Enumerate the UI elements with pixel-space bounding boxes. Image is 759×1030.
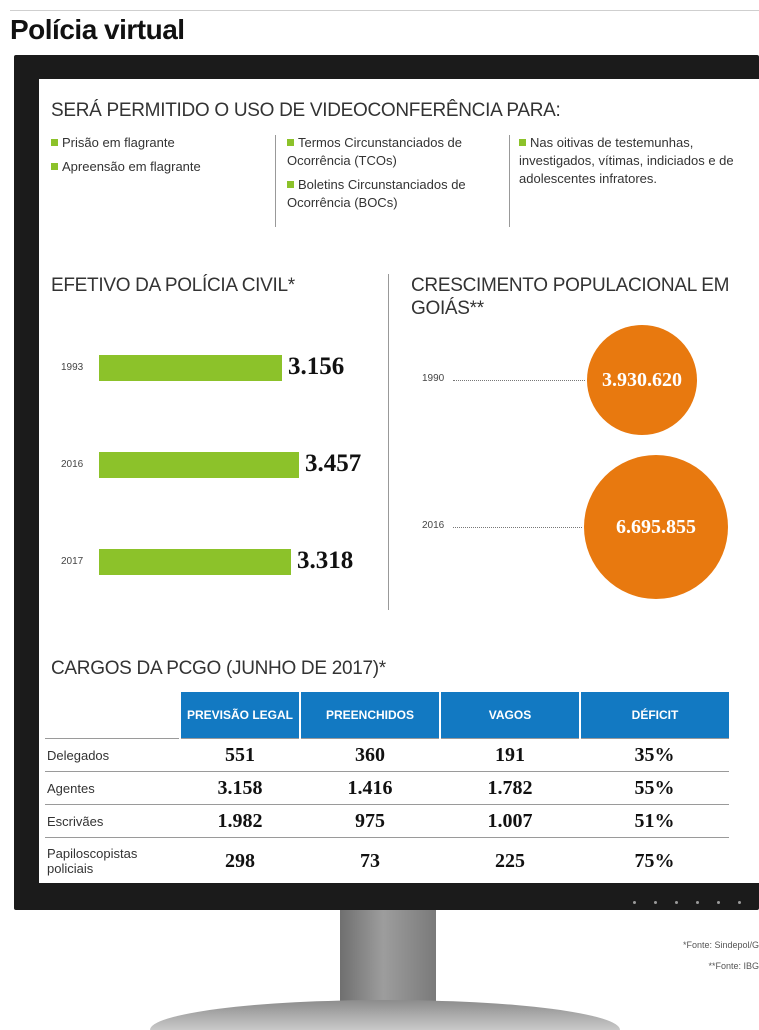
bullet-col1-1: Apreensão em flagrante — [51, 158, 261, 176]
cell-vagos: 1.007 — [440, 804, 580, 838]
cell-vagos: 191 — [440, 738, 580, 772]
table-row: Escrivães 1.982 975 1.007 51% — [45, 804, 729, 838]
cell-deficit: 55% — [580, 771, 729, 805]
efetivo-bar — [99, 549, 291, 575]
col-header-previsao: PREVISÃO LEGAL — [179, 692, 300, 739]
population-year-label: 2016 — [422, 520, 445, 531]
column-divider — [509, 135, 510, 227]
section-divider — [388, 274, 389, 610]
table-row: Papiloscopistas policiais 298 73 225 75% — [45, 837, 729, 883]
table-header-row: PREVISÃO LEGAL PREENCHIDOS VAGOS DÉFICIT — [45, 692, 729, 739]
bullet-col1-0: Prisão em flagrante — [51, 134, 261, 152]
table-header-blank — [45, 692, 180, 739]
top-rule — [10, 10, 759, 11]
cell-vagos: 1.782 — [440, 771, 580, 805]
cell-vagos: 225 — [440, 837, 580, 883]
cell-preenchidos: 975 — [300, 804, 440, 838]
population-circle: 3.930.620 — [587, 325, 697, 435]
population-value-label: 3.930.620 — [602, 368, 682, 391]
population-circle: 6.695.855 — [584, 455, 728, 599]
table-row: Delegados 551 360 191 35% — [45, 738, 729, 772]
cell-preenchidos: 1.416 — [300, 771, 440, 805]
column-divider — [275, 135, 276, 227]
cargos-table: PREVISÃO LEGAL PREENCHIDOS VAGOS DÉFICIT… — [45, 692, 729, 883]
efetivo-bar — [99, 355, 282, 381]
monitor-buttons — [633, 901, 741, 904]
efetivo-bar — [99, 452, 299, 478]
monitor-button-icon — [654, 901, 657, 904]
bar-value-label: 3.457 — [305, 450, 362, 477]
cell-preenchidos: 73 — [300, 837, 440, 883]
monitor-stand-base — [150, 1000, 620, 1030]
dotted-leader-line — [453, 527, 582, 528]
monitor-frame: SERÁ PERMITIDO O USO DE VIDEOCONFERÊNCIA… — [14, 55, 759, 910]
monitor-button-icon — [696, 901, 699, 904]
green-square-icon — [51, 139, 58, 146]
bar-year-label: 2016 — [61, 459, 84, 470]
bullet-col3-0: Nas oitivas de testemunhas, investigados… — [519, 135, 734, 186]
monitor-button-icon — [738, 901, 741, 904]
population-year-label: 1990 — [422, 373, 445, 384]
monitor-button-icon — [633, 901, 636, 904]
cell-previsao: 551 — [180, 738, 300, 772]
bar-value-label: 3.318 — [297, 547, 354, 574]
green-square-icon — [287, 181, 294, 188]
row-label: Delegados — [45, 738, 180, 772]
bar-year-label: 2017 — [61, 556, 84, 567]
page-title: Polícia virtual — [10, 14, 185, 45]
bullet-col2-0: Termos Circunstanciados de Ocorrência (T… — [287, 135, 463, 168]
monitor-button-icon — [717, 901, 720, 904]
col-header-preenchidos: PREENCHIDOS — [299, 692, 440, 739]
dotted-leader-line — [453, 380, 585, 381]
cargos-title: CARGOS DA PCGO (JUNHO DE 2017)* — [51, 658, 386, 679]
population-value-label: 6.695.855 — [616, 515, 696, 538]
row-label: Escrivães — [45, 804, 180, 838]
green-square-icon — [519, 139, 526, 146]
cell-deficit: 75% — [580, 837, 729, 883]
cell-previsao: 1.982 — [180, 804, 300, 838]
row-label: Agentes — [45, 771, 180, 805]
green-square-icon — [287, 139, 294, 146]
crescimento-title: CRESCIMENTO POPULACIONAL EM GOIÁS** — [411, 275, 730, 319]
bar-value-label: 3.156 — [288, 353, 345, 380]
footnote-2: **Fonte: IBG — [708, 961, 759, 971]
cell-previsao: 298 — [180, 837, 300, 883]
video-section-title: SERÁ PERMITIDO O USO DE VIDEOCONFERÊNCIA… — [51, 100, 561, 121]
efetivo-title: EFETIVO DA POLÍCIA CIVIL* — [51, 275, 295, 296]
cell-deficit: 51% — [580, 804, 729, 838]
row-label: Papiloscopistas policiais — [45, 837, 180, 883]
cell-deficit: 35% — [580, 738, 729, 772]
monitor-stand-neck — [340, 910, 436, 1002]
green-square-icon — [51, 163, 58, 170]
cell-previsao: 3.158 — [180, 771, 300, 805]
cell-preenchidos: 360 — [300, 738, 440, 772]
monitor-screen: SERÁ PERMITIDO O USO DE VIDEOCONFERÊNCIA… — [39, 79, 759, 883]
bullet-col2-1: Boletins Circunstanciados de Ocorrência … — [287, 177, 466, 210]
footnote-1: *Fonte: Sindepol/G — [682, 940, 759, 950]
col-header-vagos: VAGOS — [439, 692, 580, 739]
col-header-deficit: DÉFICIT — [579, 692, 729, 739]
monitor-button-icon — [675, 901, 678, 904]
table-row: Agentes 3.158 1.416 1.782 55% — [45, 771, 729, 805]
bar-year-label: 1993 — [61, 362, 84, 373]
